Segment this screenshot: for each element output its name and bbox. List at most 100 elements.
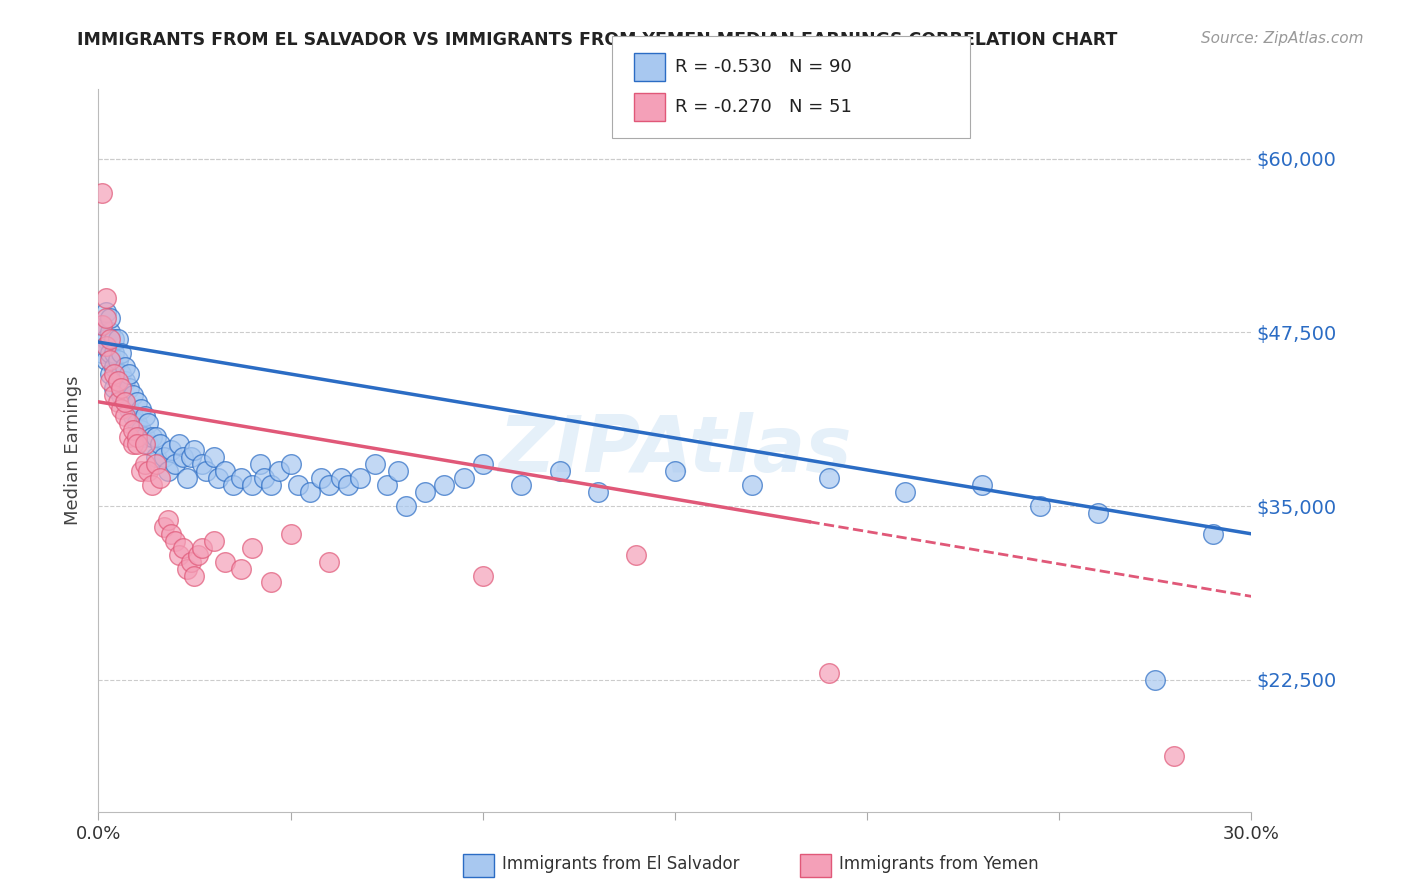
Point [118,367,141,381]
Point [118,381,141,395]
Point [202,450,225,465]
Point [280,526,302,541]
Point [287,478,309,492]
Point [91,186,114,201]
Point [249,458,271,472]
Point [1029,499,1052,513]
Point [103,332,125,346]
Point [107,353,129,368]
Text: R = -0.270   N = 51: R = -0.270 N = 51 [675,98,852,116]
Point [1144,673,1167,687]
Point [94,353,117,368]
Point [548,464,571,478]
Text: Source: ZipAtlas.com: Source: ZipAtlas.com [1201,31,1364,46]
Point [202,533,225,548]
Point [1163,749,1185,764]
Point [125,436,148,450]
Point [176,561,198,575]
Point [129,423,152,437]
Point [118,416,141,430]
Point [626,548,648,562]
Point [160,526,183,541]
Point [141,429,163,443]
Point [94,304,117,318]
Point [94,311,117,326]
Point [207,471,229,485]
Point [141,478,163,492]
Point [167,548,190,562]
Point [145,458,167,472]
Point [172,450,194,465]
Point [122,436,145,450]
Point [1202,526,1225,541]
Point [103,360,125,375]
Point [165,533,187,548]
Point [110,381,132,395]
Point [107,374,129,388]
Point [510,478,533,492]
Point [349,471,371,485]
Point [138,464,160,478]
Point [586,485,609,500]
Text: IMMIGRANTS FROM EL SALVADOR VS IMMIGRANTS FROM YEMEN MEDIAN EARNINGS CORRELATION: IMMIGRANTS FROM EL SALVADOR VS IMMIGRANT… [77,31,1118,49]
Point [103,381,125,395]
Point [214,464,236,478]
Point [98,367,121,381]
Point [375,478,398,492]
Point [433,478,456,492]
Point [107,332,129,346]
Point [149,471,172,485]
Point [191,458,214,472]
Point [387,464,409,478]
Point [110,367,132,381]
Point [191,541,214,555]
Point [98,332,121,346]
Point [98,346,121,360]
Text: Immigrants from Yemen: Immigrants from Yemen [839,855,1039,873]
Point [817,665,839,680]
Point [187,548,209,562]
Point [395,499,418,513]
Point [664,464,686,478]
Point [114,394,136,409]
Point [145,450,167,465]
Point [152,450,174,465]
Point [114,394,136,409]
Point [267,464,290,478]
Point [103,346,125,360]
Point [103,367,125,381]
Point [107,374,129,388]
Point [94,339,117,353]
Point [364,458,387,472]
Point [118,401,141,416]
Point [98,374,121,388]
Point [110,401,132,416]
Point [122,409,145,423]
Point [134,436,156,450]
Point [129,401,152,416]
Point [240,541,263,555]
Point [129,464,152,478]
Point [103,388,125,402]
Point [91,346,114,360]
Point [972,478,994,492]
Point [183,443,205,458]
Point [280,458,302,472]
Point [894,485,917,500]
Point [817,471,839,485]
Point [260,575,283,590]
Point [122,423,145,437]
Point [98,311,121,326]
Point [183,568,205,582]
Point [118,429,141,443]
Point [471,568,494,582]
Point [122,388,145,402]
Text: ZIPAtlas: ZIPAtlas [498,412,852,489]
Point [253,471,276,485]
Point [114,409,136,423]
Point [114,360,136,375]
Point [156,513,179,527]
Point [229,561,252,575]
Point [138,436,160,450]
Point [110,388,132,402]
